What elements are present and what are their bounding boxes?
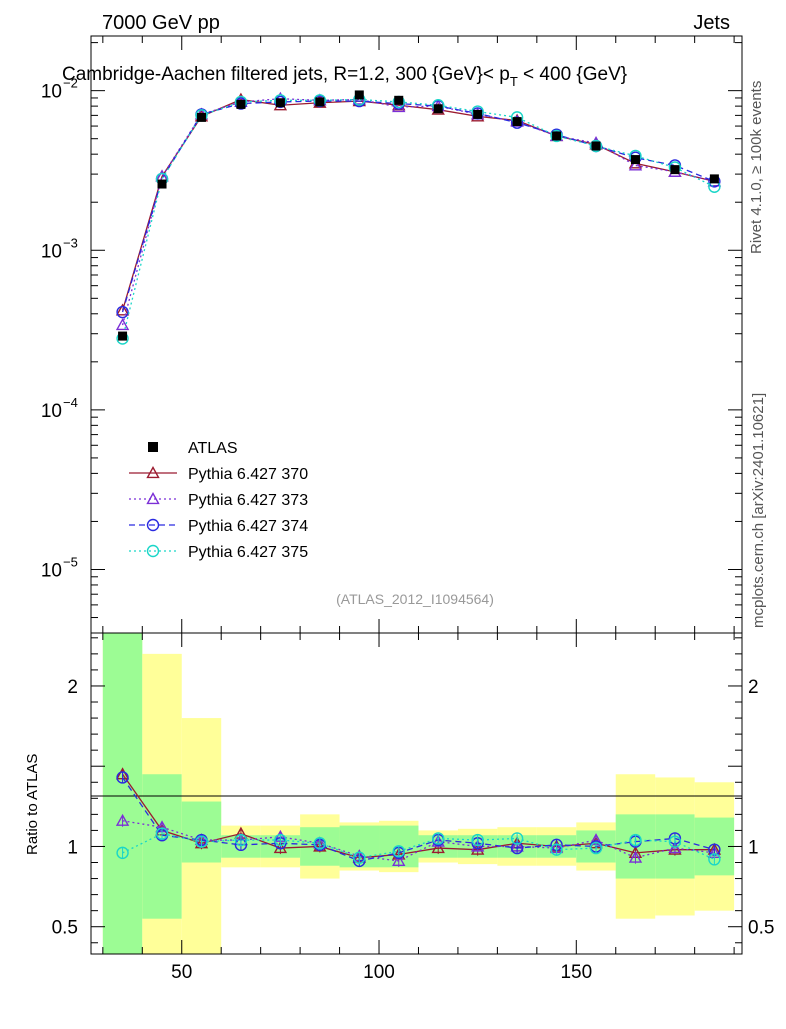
- marker-circle: [392, 845, 405, 858]
- marker-circle: [195, 835, 208, 848]
- y-tick-label: 10: [41, 560, 62, 581]
- marker-triangle: [146, 492, 160, 505]
- marker-circle: [234, 833, 248, 847]
- ratio-tick-label: 2: [67, 677, 78, 698]
- marker-square: [196, 112, 206, 122]
- marker-triangle: [146, 466, 160, 479]
- header-right: Jets: [693, 12, 730, 34]
- series-line: [121, 98, 715, 339]
- band-inner: [181, 801, 222, 863]
- marker-square: [315, 97, 325, 107]
- marker-square: [157, 179, 167, 189]
- marker-circle: [589, 139, 603, 153]
- y-tick-label: 10: [41, 241, 62, 262]
- marker-circle: [146, 518, 160, 532]
- ratio-tick-label: 0.5: [52, 918, 78, 939]
- y-tick-exponent: −2: [63, 76, 78, 91]
- main-series: [115, 90, 722, 345]
- x-tick-label: 50: [171, 962, 192, 983]
- legend: ATLAS Pythia 6.427 370 Pythia 6.427 373 Pyt…: [129, 440, 308, 561]
- marker-circle: [432, 832, 445, 845]
- y-tick-exponent: −5: [63, 554, 78, 569]
- marker-triangle: [115, 813, 130, 826]
- marker-circle: [274, 833, 287, 847]
- marker-square: [512, 117, 522, 127]
- marker-square: [670, 165, 680, 175]
- analysis-id: (ATLAS_2012_I1094564): [336, 591, 494, 607]
- marker-circle: [629, 833, 642, 847]
- marker-triangle: [628, 158, 643, 171]
- marker-circle: [116, 305, 129, 319]
- marker-square: [354, 90, 364, 100]
- ratio-series: [115, 767, 722, 868]
- ratio-ylabel: Ratio to ATLAS: [24, 754, 41, 855]
- ratio-tick-label-right: 1: [748, 837, 759, 858]
- marker-triangle: [470, 842, 485, 855]
- y-tick-label: 10: [41, 82, 62, 103]
- side-mcplots: mcplots.cern.ch [arXiv:2401.10621]: [750, 393, 767, 628]
- marker-square: [630, 155, 640, 165]
- marker-square: [236, 99, 246, 109]
- ratio-bands: [102, 633, 735, 954]
- band-inner: [142, 774, 182, 919]
- series-line: [121, 98, 715, 311]
- legend-label: ATLAS: [188, 440, 238, 457]
- marker-triangle: [628, 850, 643, 863]
- legend-label: Pythia 6.427 375: [188, 544, 308, 561]
- series-line: [121, 98, 715, 326]
- legend-label: Pythia 6.427 374: [188, 518, 308, 535]
- marker-circle: [708, 853, 721, 866]
- y-tick-label: 10: [41, 401, 62, 422]
- ratio-line: [122, 773, 715, 859]
- series-line: [121, 100, 715, 313]
- marker-square: [118, 331, 128, 341]
- ratio-frame: [90, 632, 743, 955]
- ratio-line: [122, 820, 715, 862]
- ratio-tick-label-right: 0.5: [748, 918, 774, 939]
- legend-label: Pythia 6.427 370: [188, 466, 308, 483]
- marker-square: [591, 141, 601, 151]
- marker-circle: [589, 841, 603, 855]
- x-tick-label: 150: [560, 962, 592, 983]
- marker-circle: [116, 846, 129, 860]
- marker-circle: [550, 129, 563, 143]
- marker-circle: [510, 832, 524, 845]
- ratio-line: [122, 832, 715, 860]
- chart-title: Cambridge-Aachen filtered jets, R=1.2, 3…: [62, 64, 627, 89]
- legend-label: Pythia 6.427 373: [188, 492, 308, 509]
- marker-triangle: [470, 839, 485, 852]
- header-left: 7000 GeV pp: [102, 12, 220, 34]
- marker-square: [394, 95, 404, 105]
- marker-circle: [353, 851, 366, 864]
- marker-square: [473, 109, 483, 119]
- ratio-tick-label: 1: [67, 837, 78, 858]
- marker-triangle: [115, 318, 130, 331]
- marker-circle: [155, 827, 169, 840]
- marker-square: [552, 131, 562, 141]
- marker-circle: [116, 771, 129, 784]
- marker-triangle: [392, 853, 406, 867]
- marker-square: [148, 442, 158, 452]
- marker-triangle: [431, 841, 445, 854]
- marker-circle: [146, 544, 160, 558]
- marker-circle: [668, 835, 682, 848]
- marker-square: [709, 174, 719, 184]
- x-tick-label: 100: [363, 962, 395, 983]
- marker-circle: [471, 833, 484, 847]
- y-tick-exponent: −3: [63, 235, 78, 250]
- marker-circle: [313, 837, 327, 850]
- marker-triangle: [668, 841, 682, 854]
- marker-triangle: [115, 303, 130, 316]
- ratio-tick-label-right: 2: [748, 677, 759, 698]
- marker-square: [275, 98, 285, 108]
- marker-square: [433, 104, 443, 114]
- y-tick-exponent: −4: [63, 395, 78, 410]
- marker-circle: [550, 843, 563, 856]
- side-rivet: Rivet 4.1.0, ≥ 100k events: [748, 81, 765, 254]
